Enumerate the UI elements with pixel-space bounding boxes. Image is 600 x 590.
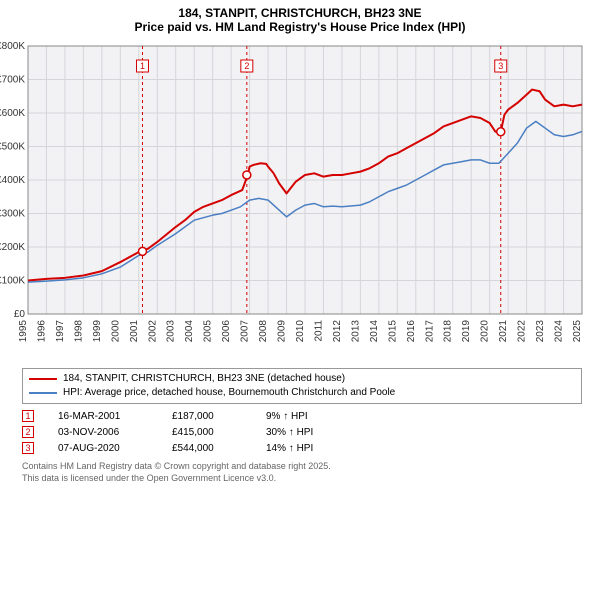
svg-text:2014: 2014 — [369, 320, 380, 343]
svg-text:2012: 2012 — [332, 320, 343, 343]
svg-text:£800K: £800K — [0, 41, 25, 52]
svg-text:2025: 2025 — [572, 320, 583, 343]
legend-label: HPI: Average price, detached house, Bour… — [63, 386, 395, 400]
svg-text:2015: 2015 — [387, 320, 398, 343]
svg-text:2004: 2004 — [184, 320, 195, 343]
svg-text:2006: 2006 — [221, 320, 232, 343]
svg-text:2007: 2007 — [240, 320, 251, 343]
title-line-1: 184, STANPIT, CHRISTCHURCH, BH23 3NE — [0, 6, 600, 20]
svg-text:£700K: £700K — [0, 75, 25, 86]
title-line-2: Price paid vs. HM Land Registry's House … — [0, 20, 600, 34]
transaction-date: 03-NOV-2006 — [58, 427, 148, 438]
legend: 184, STANPIT, CHRISTCHURCH, BH23 3NE (de… — [22, 368, 582, 404]
svg-text:2: 2 — [244, 61, 249, 71]
svg-text:£100K: £100K — [0, 276, 25, 287]
svg-text:3: 3 — [498, 61, 503, 71]
svg-text:£500K: £500K — [0, 142, 25, 153]
svg-text:1998: 1998 — [73, 320, 84, 343]
legend-swatch — [29, 378, 57, 380]
legend-swatch — [29, 392, 57, 394]
svg-text:2016: 2016 — [406, 320, 417, 343]
svg-text:1999: 1999 — [92, 320, 103, 343]
transaction-row: 3 07-AUG-2020 £544,000 14% ↑ HPI — [22, 440, 582, 456]
svg-text:2020: 2020 — [480, 320, 491, 343]
svg-text:1995: 1995 — [18, 320, 29, 343]
svg-text:2008: 2008 — [258, 320, 269, 343]
transaction-row: 2 03-NOV-2006 £415,000 30% ↑ HPI — [22, 424, 582, 440]
svg-text:2009: 2009 — [277, 320, 288, 343]
transaction-table: 1 16-MAR-2001 £187,000 9% ↑ HPI 2 03-NOV-2006… — [22, 408, 582, 456]
transaction-pct: 30% ↑ HPI — [266, 427, 356, 438]
transaction-price: £544,000 — [172, 443, 242, 454]
svg-text:2003: 2003 — [166, 320, 177, 343]
svg-text:2000: 2000 — [110, 320, 121, 343]
svg-text:2013: 2013 — [350, 320, 361, 343]
price-chart: £0 £100K £200K £300K £400K £500K £600K £700K £80… — [0, 36, 600, 366]
svg-text:2021: 2021 — [498, 320, 509, 343]
svg-text:2002: 2002 — [147, 320, 158, 343]
footer-line-1: Contains HM Land Registry data © Crown c… — [22, 460, 582, 472]
transaction-price: £187,000 — [172, 411, 242, 422]
transaction-marker: 2 — [22, 426, 34, 438]
transaction-marker: 3 — [22, 442, 34, 454]
svg-text:£400K: £400K — [0, 175, 25, 186]
svg-text:2011: 2011 — [313, 320, 324, 342]
svg-text:2019: 2019 — [461, 320, 472, 343]
legend-label: 184, STANPIT, CHRISTCHURCH, BH23 3NE (de… — [63, 372, 345, 386]
svg-text:£200K: £200K — [0, 242, 25, 253]
transaction-marker: 1 — [22, 410, 34, 422]
transaction-date: 16-MAR-2001 — [58, 411, 148, 422]
legend-row: HPI: Average price, detached house, Bour… — [29, 386, 575, 400]
svg-text:2005: 2005 — [203, 320, 214, 343]
transaction-row: 1 16-MAR-2001 £187,000 9% ↑ HPI — [22, 408, 582, 424]
svg-text:1997: 1997 — [55, 320, 66, 343]
svg-text:2017: 2017 — [424, 320, 435, 343]
legend-row: 184, STANPIT, CHRISTCHURCH, BH23 3NE (de… — [29, 372, 575, 386]
svg-text:2023: 2023 — [535, 320, 546, 343]
transaction-pct: 14% ↑ HPI — [266, 443, 356, 454]
svg-text:2001: 2001 — [129, 320, 140, 343]
svg-text:£300K: £300K — [0, 209, 25, 220]
transaction-date: 07-AUG-2020 — [58, 443, 148, 454]
svg-text:1996: 1996 — [36, 320, 47, 343]
svg-text:2024: 2024 — [554, 320, 565, 343]
svg-text:£0: £0 — [14, 309, 26, 320]
svg-text:1: 1 — [140, 61, 145, 71]
svg-text:2010: 2010 — [295, 320, 306, 343]
transaction-pct: 9% ↑ HPI — [266, 411, 356, 422]
footer-line-2: This data is licensed under the Open Gov… — [22, 472, 582, 484]
chart-title: 184, STANPIT, CHRISTCHURCH, BH23 3NE Pri… — [0, 0, 600, 36]
attribution-footer: Contains HM Land Registry data © Crown c… — [22, 460, 582, 484]
svg-text:2018: 2018 — [443, 320, 454, 343]
transaction-price: £415,000 — [172, 427, 242, 438]
svg-text:£600K: £600K — [0, 108, 25, 119]
svg-text:2022: 2022 — [517, 320, 528, 343]
